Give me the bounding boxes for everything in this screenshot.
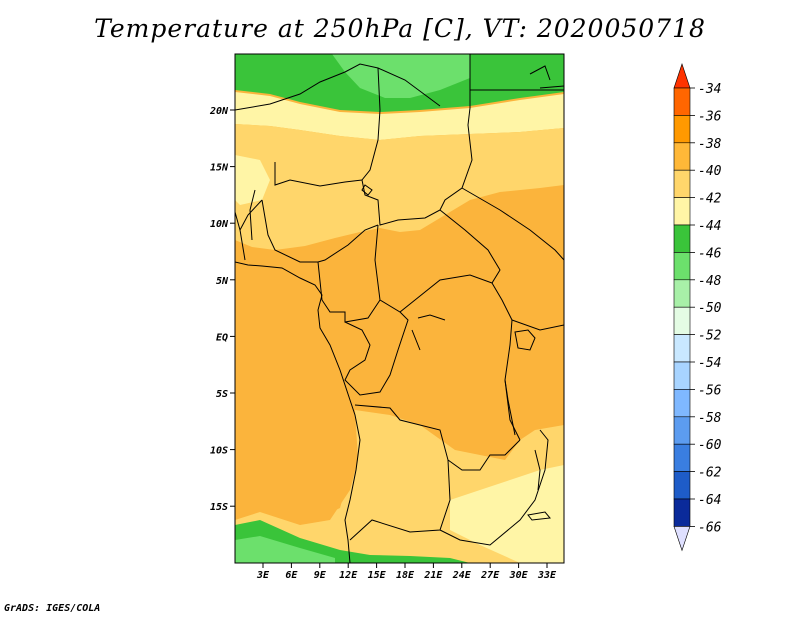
colorbar-swatch xyxy=(673,361,691,390)
border-chad-sudan xyxy=(361,54,473,226)
field-west-pale xyxy=(235,155,270,205)
lon-tick-label: 30E xyxy=(509,570,529,581)
lon-tick-label: 21E xyxy=(423,570,443,581)
grads-credit: GrADS: IGES/COLA xyxy=(4,603,101,614)
colorbar-swatch xyxy=(673,224,691,253)
colorbar-label: -38 xyxy=(698,137,722,152)
colorbar-swatch xyxy=(673,443,691,472)
field-sw-lightgreen xyxy=(235,536,335,563)
colorbar-label: -66 xyxy=(698,520,722,535)
colorbar-label: -46 xyxy=(698,246,722,261)
lake-tanganyika xyxy=(504,379,516,436)
colorbar-label: -60 xyxy=(698,438,722,453)
lake-malawi xyxy=(534,449,541,491)
lon-tick-label: 9E xyxy=(314,570,327,581)
colorbar-swatch xyxy=(673,169,691,198)
lake-chad xyxy=(361,184,373,196)
field-sahel xyxy=(235,124,564,250)
colorbar-swatch xyxy=(673,334,691,363)
lon-tick-label: 27E xyxy=(480,570,500,581)
lat-tick-label: 5N xyxy=(216,276,229,287)
lon-tick-label: 33E xyxy=(537,570,557,581)
border-drc-south xyxy=(354,404,521,471)
colorbar-swatch xyxy=(673,115,691,144)
river-congo xyxy=(411,314,446,351)
map-frame xyxy=(234,53,565,564)
border-car xyxy=(374,209,501,313)
border-drc-east xyxy=(491,282,521,441)
lake-victoria xyxy=(514,329,536,351)
lon-tick-label: 6E xyxy=(285,570,298,581)
colorbar-swatch xyxy=(673,471,691,500)
colorbar-label: -50 xyxy=(698,301,722,316)
border-west-states xyxy=(235,189,263,261)
colorbar-label: -62 xyxy=(698,466,722,481)
lat-tick-label: 15S xyxy=(210,502,228,513)
lat-tick-label: 5S xyxy=(216,389,228,400)
colorbar: -34 -36 -38 -40 -42 -44 -46 -48 -50 -52 -54 -56 -58 -… xyxy=(673,63,722,552)
colorbar-bottom-arrow xyxy=(673,526,691,552)
lon-tick-label: 24E xyxy=(452,570,472,581)
colorbar-swatch xyxy=(673,87,691,116)
colorbar-swatch xyxy=(673,416,691,445)
border-east-africa xyxy=(511,319,564,331)
border-angola-zambia xyxy=(349,459,451,541)
lat-tick-label: 10N xyxy=(210,219,229,230)
lon-tick-label: 18E xyxy=(396,570,415,581)
south-lakes xyxy=(527,511,551,521)
colorbar-label: -44 xyxy=(698,219,721,234)
colorbar-label: -54 xyxy=(698,356,721,371)
colorbar-swatch xyxy=(673,142,691,171)
border-cameroon-south xyxy=(317,261,381,323)
lon-tick-label: 12E xyxy=(339,570,358,581)
colorbar-label: -40 xyxy=(698,164,722,179)
colorbar-swatch xyxy=(673,197,691,226)
lat-tick-label: EQ xyxy=(216,332,228,343)
border-sudan-south xyxy=(461,187,564,261)
lat-tick-label: 10S xyxy=(210,446,228,457)
colorbar-swatch xyxy=(673,306,691,335)
colorbar-swatch xyxy=(673,252,691,281)
lon-tick-label: 15E xyxy=(368,570,387,581)
border-congo xyxy=(344,311,409,396)
field-sw-orange xyxy=(235,398,352,515)
field-se-pale xyxy=(450,465,564,563)
border-zambia-south xyxy=(439,429,549,546)
longitude-axis: 3E 6E 9E 12E 15E 18E 21E 24E 27E 30E 33E xyxy=(256,563,557,581)
colorbar-top-arrow xyxy=(673,63,691,89)
field-north-pale xyxy=(235,92,564,140)
border-niger-nigeria xyxy=(274,162,363,187)
coast-east xyxy=(529,65,564,89)
colorbar-label: -34 xyxy=(698,82,721,97)
colorbar-label: -58 xyxy=(698,411,722,426)
border-algeria-niger xyxy=(235,71,346,111)
colorbar-swatch xyxy=(673,389,691,418)
colorbar-swatch xyxy=(673,498,691,527)
latitude-axis: 20N 15N 10N 5N EQ 5S 10S 15S xyxy=(209,106,235,513)
lat-tick-label: 20N xyxy=(209,106,229,117)
colorbar-swatch xyxy=(673,279,691,308)
lon-tick-label: 3E xyxy=(256,570,270,581)
lat-tick-label: 15N xyxy=(210,163,229,174)
map-title: Temperature at 250hPa [C], VT: 202005071… xyxy=(94,14,706,43)
colorbar-label: -64 xyxy=(698,493,721,508)
country-borders xyxy=(235,54,564,563)
coastline-west xyxy=(235,261,361,563)
colorbar-label: -36 xyxy=(698,109,722,124)
border-libya xyxy=(344,63,441,107)
colorbar-label: -56 xyxy=(698,383,722,398)
colorbar-label: -52 xyxy=(698,329,722,344)
colorbar-label: -48 xyxy=(698,274,722,289)
colorbar-label: -42 xyxy=(698,192,722,207)
temperature-field xyxy=(235,54,564,563)
